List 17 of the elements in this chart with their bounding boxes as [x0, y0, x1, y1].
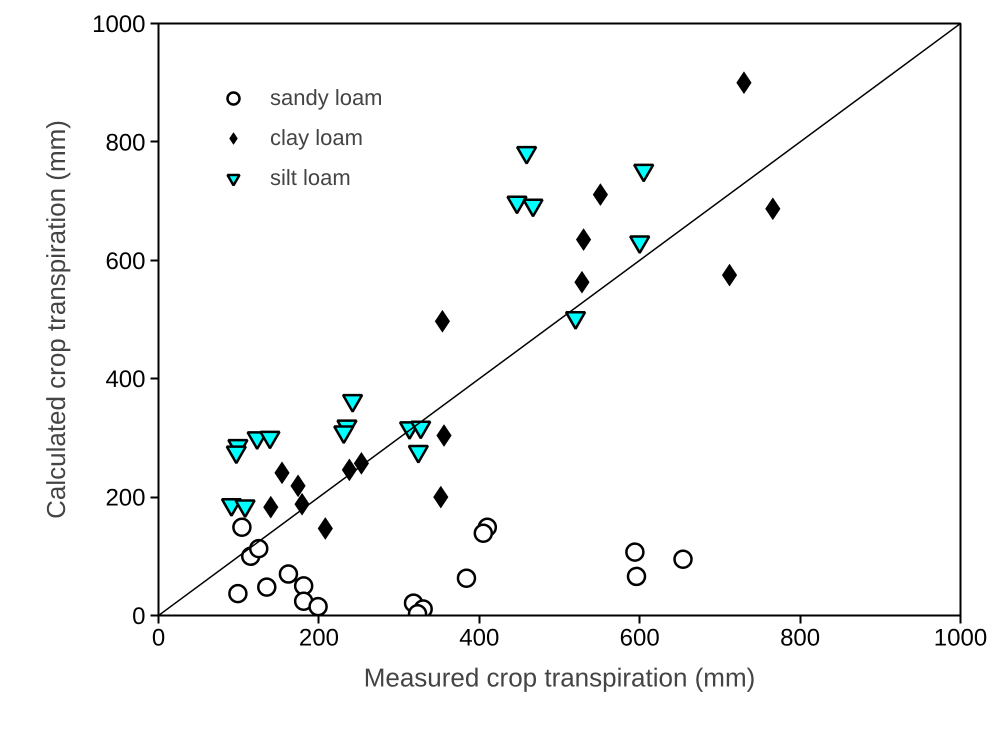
x-tick-label: 0 — [152, 624, 166, 652]
x-axis-title: Measured crop transpiration (mm) — [364, 662, 756, 692]
y-tick-label: 0 — [132, 603, 146, 630]
legend-label: clay loam — [270, 125, 363, 151]
y-tick-label: 1000 — [92, 11, 146, 38]
y-tick-label: 600 — [105, 248, 146, 275]
y-tick-label: 400 — [105, 366, 146, 394]
x-tick-label: 600 — [620, 624, 660, 652]
x-tick-label: 400 — [459, 624, 500, 652]
legend-label: sandy loam — [270, 85, 383, 111]
y-tick-label: 200 — [105, 484, 146, 512]
y-axis-title: Calculated crop transpiration (mm) — [41, 120, 72, 519]
y-tick-label: 800 — [105, 129, 146, 156]
x-tick-label: 200 — [298, 624, 339, 652]
x-tick-label: 800 — [780, 624, 820, 652]
legend-label: silt loam — [270, 165, 351, 191]
x-tick-label: 1000 — [934, 624, 988, 652]
